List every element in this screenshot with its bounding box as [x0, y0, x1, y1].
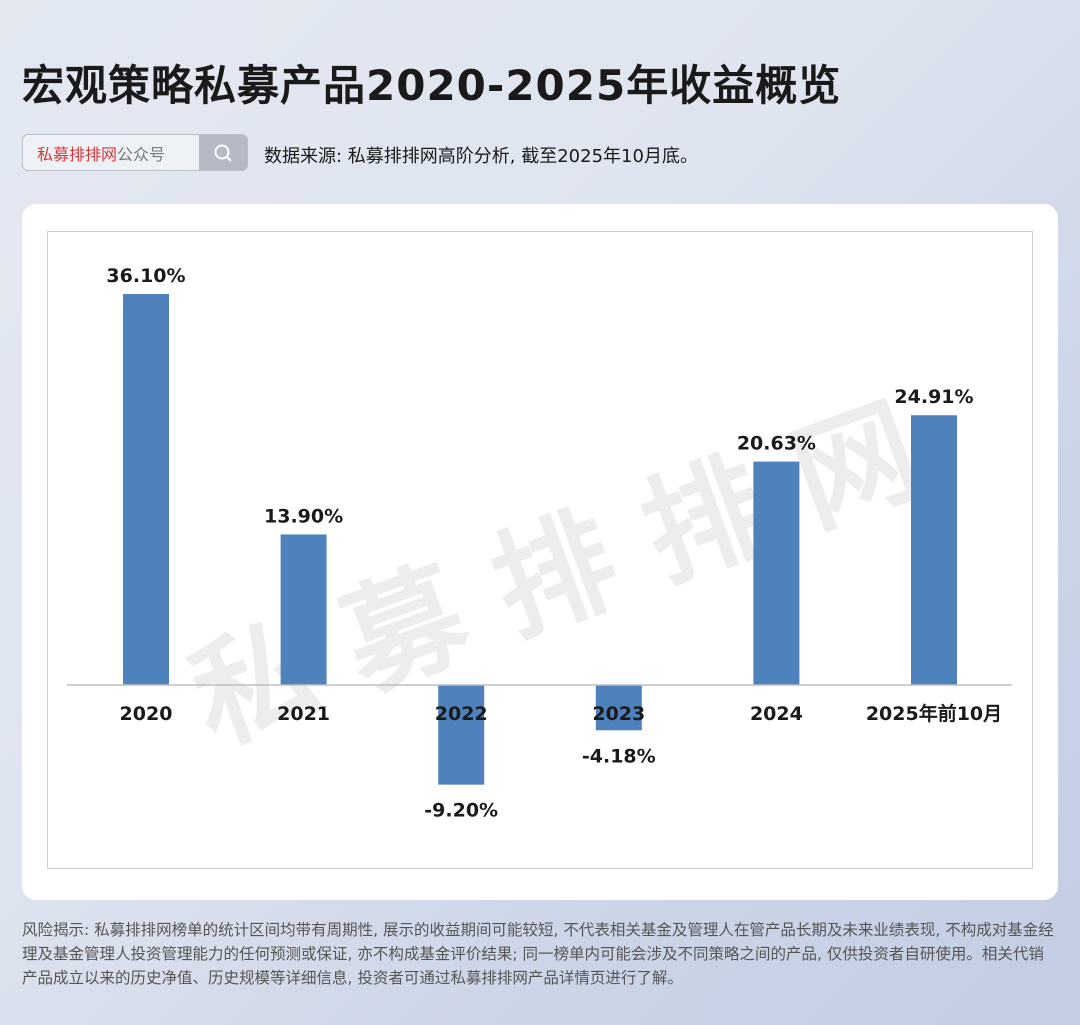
plot-border: [47, 231, 1033, 869]
data-source: 数据来源: 私募排排网高阶分析, 截至2025年10月底。: [264, 146, 698, 167]
data-label: 20.63%: [737, 433, 816, 455]
category-label: 2020: [120, 703, 173, 725]
data-label: 36.10%: [106, 265, 185, 287]
search-suffix: 公众号: [117, 144, 166, 164]
bar-chart: 私募排排网 36.10%202013.90%2021-9.20%2022-4.1…: [47, 231, 1033, 869]
search-brand: 私募排排网: [37, 144, 118, 164]
bar-2020: [123, 294, 169, 685]
category-label: 2024: [750, 703, 803, 725]
data-label: -4.18%: [582, 745, 656, 767]
search-button[interactable]: [199, 135, 247, 170]
category-label: 2025年前10月: [866, 702, 1002, 725]
search-icon: [214, 144, 232, 162]
data-label: 24.91%: [894, 386, 973, 408]
search-box[interactable]: 私募排排网 公众号: [22, 134, 248, 171]
category-label: 2022: [435, 703, 488, 725]
risk-disclaimer: 风险揭示: 私募排排网榜单的统计区间均带有周期性, 展示的收益期间可能较短, 不…: [22, 921, 1054, 987]
category-label: 2021: [277, 703, 330, 725]
bar-2022: [438, 685, 485, 785]
data-label: 13.90%: [264, 505, 343, 527]
bar-2024: [753, 461, 800, 685]
bar-2021: [280, 534, 327, 685]
bar-2025年前10月: [911, 415, 957, 685]
chart-card: 私募排排网 36.10% 2020 13.90% 2021 -9.20% 2022 -4.1…: [22, 204, 1058, 900]
search-text: 私募排排网 公众号: [23, 135, 199, 170]
category-label: 2023: [592, 703, 645, 725]
data-label: -9.20%: [424, 800, 498, 822]
bar-2023: [595, 685, 642, 731]
page-title: 宏观策略私募产品2020-2025年收益概览: [22, 61, 842, 110]
